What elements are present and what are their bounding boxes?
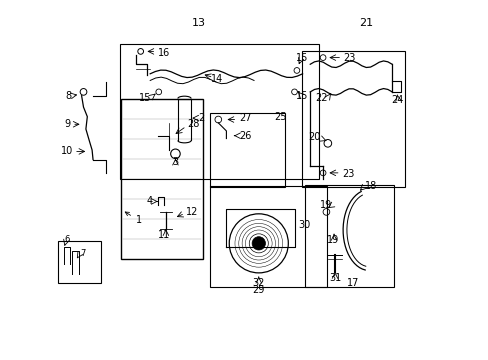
Text: 3: 3 <box>172 157 178 167</box>
Text: 15: 15 <box>296 91 308 101</box>
Text: 20: 20 <box>308 132 320 142</box>
Text: 13: 13 <box>192 18 206 28</box>
Text: 31: 31 <box>328 273 341 283</box>
Text: 30: 30 <box>297 220 309 230</box>
Text: 27: 27 <box>238 113 251 123</box>
Text: 23: 23 <box>343 53 355 63</box>
Bar <box>121 99 202 258</box>
Text: 19: 19 <box>326 235 338 246</box>
Text: 7: 7 <box>80 249 85 258</box>
Text: 1: 1 <box>125 212 142 225</box>
Text: 16: 16 <box>158 48 170 58</box>
Text: 22: 22 <box>315 93 327 103</box>
Text: 25: 25 <box>273 112 286 122</box>
Text: 17: 17 <box>346 278 359 288</box>
Text: 2: 2 <box>198 113 203 123</box>
Text: 15: 15 <box>139 93 151 103</box>
Text: 8: 8 <box>65 91 71 101</box>
Text: 28: 28 <box>186 119 199 129</box>
Text: 14: 14 <box>210 73 223 84</box>
Text: 23: 23 <box>342 169 354 179</box>
Bar <box>120 44 318 179</box>
Text: 10: 10 <box>61 147 73 157</box>
Text: 12: 12 <box>186 207 198 217</box>
Text: 6: 6 <box>64 235 70 244</box>
Text: 19: 19 <box>320 200 332 210</box>
Bar <box>210 186 326 287</box>
Text: 29: 29 <box>252 284 264 294</box>
Bar <box>210 113 285 187</box>
Text: 32: 32 <box>252 278 264 288</box>
Text: 9: 9 <box>64 119 70 129</box>
Bar <box>58 242 101 283</box>
Text: 15: 15 <box>296 53 308 63</box>
Text: 21: 21 <box>358 18 372 28</box>
Circle shape <box>252 237 265 250</box>
Text: 26: 26 <box>238 131 251 141</box>
Text: 4: 4 <box>146 197 153 206</box>
Bar <box>301 51 405 187</box>
Text: 11: 11 <box>158 230 170 240</box>
Bar <box>305 185 393 287</box>
Text: 24: 24 <box>391 95 403 105</box>
Text: 18: 18 <box>364 181 376 191</box>
